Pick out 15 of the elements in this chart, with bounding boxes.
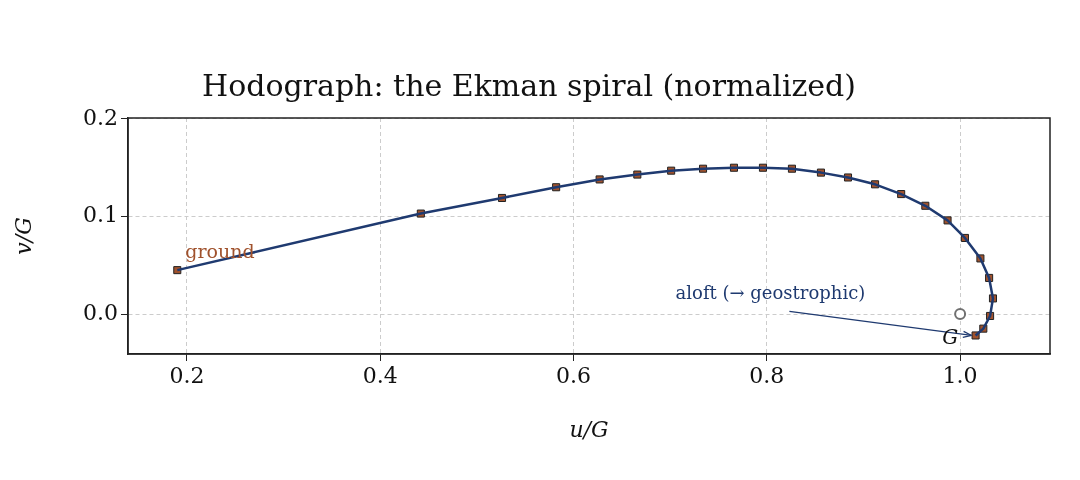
y-tick-label: 0.0 xyxy=(83,299,118,325)
y-axis-title: v/G xyxy=(10,217,36,255)
annotation: aloft (→ geostrophic) xyxy=(675,282,866,304)
x-tick-label: 0.4 xyxy=(362,362,398,388)
chart-title: Hodograph: the Ekman spiral (normalized) xyxy=(202,67,856,103)
point xyxy=(954,308,967,321)
annotation: G xyxy=(942,325,959,350)
y-tick-label: 0.1 xyxy=(83,202,118,228)
y-tick-label: 0.2 xyxy=(83,104,118,130)
x-tick-label: 0.6 xyxy=(556,362,592,388)
annotation: ground xyxy=(185,240,255,263)
x-tick-label: 0.2 xyxy=(169,362,205,388)
x-tick-label: 0.8 xyxy=(749,362,785,388)
x-axis-title: u/G xyxy=(569,416,609,442)
x-tick-label: 1.0 xyxy=(942,362,978,388)
